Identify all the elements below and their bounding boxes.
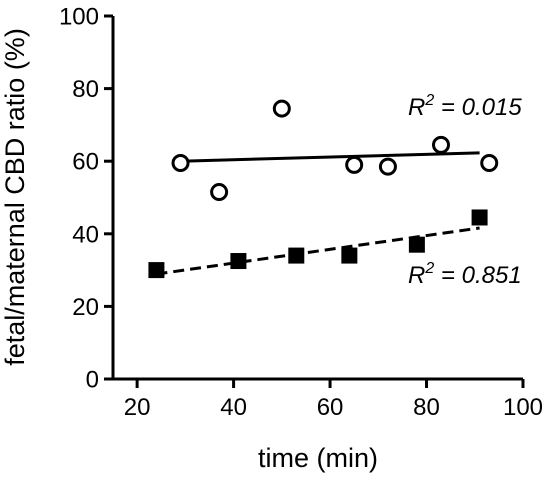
axes: 0 20 40 60 80 100 20 40 60 80 100: [59, 4, 543, 422]
data-point-square: [408, 236, 425, 253]
data-point-square: [471, 209, 488, 226]
x-tick-label: 20: [124, 394, 151, 421]
y-axis-title: fetal/maternal CBD ratio (%): [0, 28, 30, 366]
data-point-circle: [210, 183, 229, 202]
data-point-square: [148, 262, 165, 279]
x-tick-label: 40: [220, 394, 247, 421]
fit-lines: [156, 151, 480, 276]
y-tick-label: 80: [72, 76, 99, 103]
x-tick-label: 100: [503, 394, 543, 421]
data-point-circle: [272, 99, 291, 118]
fit-line: [156, 226, 480, 276]
annotations: R2 = 0.015 R2 = 0.851: [408, 92, 522, 289]
data-point-square: [341, 247, 358, 264]
data-point-circle: [171, 154, 190, 173]
x-tick-label: 80: [413, 394, 440, 421]
fit-line: [180, 151, 480, 163]
y-tick-label: 20: [72, 294, 99, 321]
data-point-circle: [480, 154, 499, 173]
y-tick-label: 0: [86, 367, 99, 394]
y-tick-label: 40: [72, 221, 99, 248]
data-point-square: [288, 247, 305, 264]
r-squared-annotation: R2 = 0.851: [408, 260, 522, 289]
y-tick-label: 100: [59, 4, 99, 31]
data-point-circle: [345, 155, 364, 174]
r-squared-annotation: R2 = 0.015: [408, 92, 522, 121]
data-points: [148, 99, 499, 279]
data-point-circle: [378, 157, 397, 176]
x-tick-label: 60: [317, 394, 344, 421]
data-point-circle: [432, 135, 450, 154]
data-point-square: [230, 253, 247, 270]
x-axis-title: time (min): [258, 443, 378, 473]
y-tick-label: 60: [72, 149, 99, 176]
